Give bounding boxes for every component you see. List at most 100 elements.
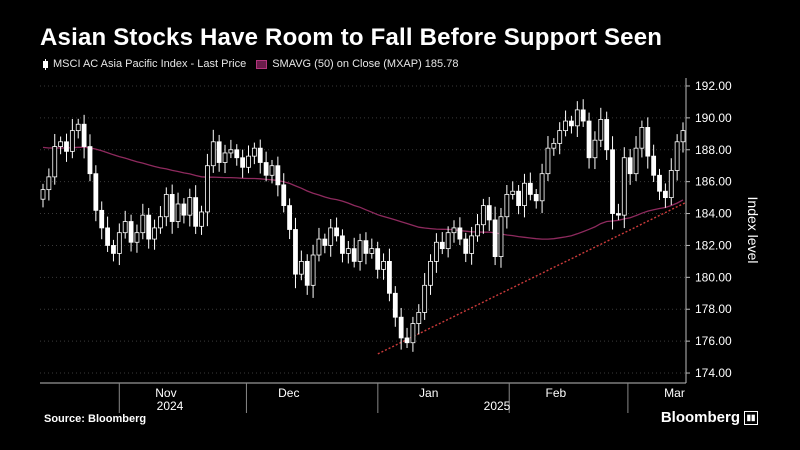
candle-body (463, 238, 469, 254)
candle-body (539, 173, 545, 202)
candle-body (598, 119, 604, 141)
candle-body (111, 245, 116, 254)
candle-body (93, 173, 99, 211)
candle-body (169, 194, 175, 222)
candle-body (251, 147, 257, 157)
candle-body (616, 213, 621, 216)
candle-body (210, 141, 216, 167)
y-tick-label: 188.00 (695, 143, 732, 157)
candle-body (40, 189, 46, 200)
candle-body (404, 337, 410, 344)
support-trendline (377, 201, 687, 355)
candle-body (387, 260, 392, 294)
candle-body (140, 214, 146, 234)
candle-body (328, 227, 334, 246)
x-tick-label: Dec (278, 386, 299, 400)
candle-body (275, 165, 281, 186)
candle-body (281, 184, 287, 206)
legend-label-index: MSCI AC Asia Pacific Index - Last Price (53, 58, 247, 70)
candle-body (674, 141, 680, 171)
candle-body (58, 141, 64, 147)
candle-body (522, 182, 527, 206)
candle-body (668, 170, 674, 199)
candle-body (657, 174, 662, 192)
candle-body (152, 227, 157, 240)
y-tick-label: 174.00 (695, 366, 732, 380)
candle-body (128, 221, 134, 243)
candle-body (504, 194, 510, 218)
source-note: Source: Bloomberg (44, 413, 147, 425)
candle-body (369, 248, 375, 254)
y-tick-label: 182.00 (695, 238, 732, 252)
candle-body (340, 235, 345, 254)
candle-body (322, 238, 328, 246)
candle-body (175, 203, 181, 222)
candle-body (451, 227, 457, 234)
candle-body (64, 141, 69, 152)
candle-body (246, 155, 251, 168)
candle-body (363, 240, 369, 254)
candle-body (662, 190, 668, 199)
candle-body (240, 157, 246, 168)
candle-body (627, 157, 633, 175)
axes: 174.00 176.00 178.00 180.00 182.00 184.00 186.… (40, 78, 761, 413)
y-tick-label: 176.00 (695, 334, 732, 348)
candle-body (287, 205, 293, 230)
candle-body (604, 119, 610, 151)
candle-body (216, 141, 222, 163)
legend-item-sma: SMAVG (50) on Close (MXAP) 185.78 (256, 58, 458, 70)
candle-body (398, 316, 404, 339)
y-axis-title: Index level (745, 197, 761, 264)
x-tick-label: Mar (664, 386, 685, 400)
chart-badge-icon: ▮▮ (744, 410, 758, 425)
candle-body (428, 260, 433, 286)
candle-body (410, 323, 416, 344)
candle-body (445, 232, 451, 250)
candle-body (269, 165, 275, 176)
y-tick-label: 184.00 (695, 207, 732, 221)
candle-body (557, 130, 563, 144)
candle-body (351, 248, 357, 262)
candle-body (310, 254, 316, 286)
candle-body (527, 182, 533, 195)
candles (40, 99, 686, 352)
candle-body (469, 235, 475, 254)
y-tick-label: 192.00 (695, 79, 732, 93)
y-tick-label: 186.00 (695, 175, 732, 189)
candle-body (222, 152, 228, 163)
candle-body (621, 157, 627, 216)
candle-body (122, 221, 128, 234)
candle-body (416, 312, 422, 324)
candle-body (87, 146, 93, 175)
legend-label-sma: SMAVG (50) on Close (MXAP) 185.78 (272, 58, 459, 70)
candle-body (293, 229, 298, 275)
sma-line (42, 146, 684, 240)
y-tick-label: 190.00 (695, 111, 732, 125)
candle-body (357, 240, 363, 262)
candle-body (187, 197, 193, 216)
candle-body (99, 209, 105, 229)
x-tick-label: Jan (419, 386, 438, 400)
candle-body (510, 190, 516, 195)
candle-body (480, 205, 486, 226)
candle-body (304, 260, 310, 286)
candle-body (651, 155, 657, 176)
candle-body (116, 232, 122, 254)
candle-body (592, 139, 598, 159)
candlestick-swatch-icon (42, 58, 50, 70)
candle-body (439, 241, 445, 250)
candle-body (181, 203, 187, 216)
candle-body (158, 216, 163, 229)
sma-line-layer (42, 146, 684, 240)
candle-body (199, 211, 204, 227)
candle-body (457, 227, 463, 240)
legend-item-index: MSCI AC Asia Pacific Index - Last Price (42, 58, 246, 70)
candle-body (498, 216, 504, 258)
candle-body (433, 241, 439, 262)
x-tick-label: Nov (155, 386, 176, 400)
candle-body (569, 120, 574, 127)
candle-body (375, 248, 381, 270)
candle-body (545, 147, 551, 175)
candle-body (316, 238, 322, 256)
